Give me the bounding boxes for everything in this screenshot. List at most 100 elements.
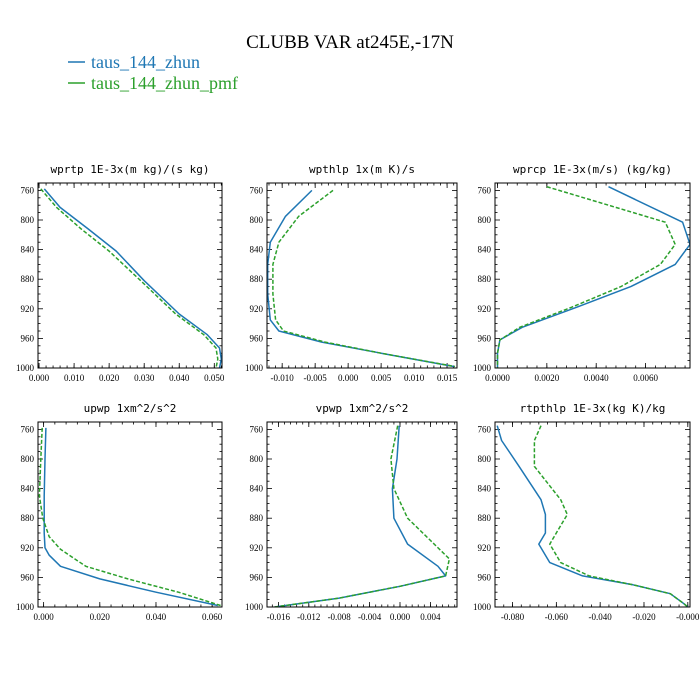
x-tick-label: 0.060: [202, 612, 223, 622]
y-tick-label: 960: [21, 572, 35, 582]
legend-label-2: taus_144_zhun_pmf: [91, 73, 238, 93]
y-tick-label: 960: [21, 333, 35, 343]
series-line-zhun-pmf: [496, 185, 676, 368]
y-tick-label: 960: [478, 333, 492, 343]
y-tick-label: 920: [478, 304, 492, 314]
plot-frame: [494, 421, 691, 608]
y-tick-label: 840: [478, 484, 492, 494]
x-tick-label: 0.040: [146, 612, 167, 622]
x-tick-label: 0.000: [33, 612, 54, 622]
x-tick-label: 0.020: [99, 373, 120, 383]
series-line-zhun-pmf: [533, 425, 689, 607]
series-line-zhun: [274, 425, 447, 607]
x-tick-label: 0.0000: [485, 373, 510, 383]
series-line-zhun: [43, 188, 222, 368]
x-tick-label: -0.010: [271, 373, 295, 383]
y-tick-label: 920: [250, 304, 264, 314]
series-line-zhun: [496, 425, 689, 607]
figure-title: CLUBB VAR at245E,-17N: [246, 32, 454, 53]
x-tick-label: -0.005: [304, 373, 328, 383]
x-tick-label: 0.0040: [584, 373, 609, 383]
y-tick-label: 1000: [16, 363, 35, 373]
x-tick-label: -0.060: [545, 612, 569, 622]
x-tick-label: -0.000: [676, 612, 700, 622]
x-tick-label: -0.040: [589, 612, 613, 622]
y-tick-label: 760: [478, 424, 492, 434]
panel-4: upwp 1xm^2/s^2 760 800 840 880 920 960 10000.00…: [16, 402, 223, 622]
y-tick-label: 760: [21, 424, 35, 434]
x-tick-label: -0.016: [267, 612, 291, 622]
x-tick-label: 0.010: [64, 373, 85, 383]
panel-title: upwp 1xm^2/s^2: [84, 402, 177, 415]
panels: wprtp 1E-3x(m kg)/(s kg) 760 800 840 880 920 9…: [16, 163, 700, 622]
y-tick-label: 920: [478, 543, 492, 553]
y-tick-label: 840: [21, 245, 35, 255]
y-tick-label: 880: [478, 274, 492, 284]
x-tick-label: -0.008: [328, 612, 352, 622]
panel-1: wprtp 1E-3x(m kg)/(s kg) 760 800 840 880 920 9…: [16, 163, 225, 383]
y-tick-label: 880: [250, 274, 264, 284]
panel-title: rtpthlp 1E-3x(kg K)/kg: [520, 402, 666, 415]
x-tick-label: 0.010: [404, 373, 425, 383]
panel-title: wprtp 1E-3x(m kg)/(s kg): [51, 163, 210, 176]
y-tick-label: 800: [250, 454, 264, 464]
y-tick-label: 760: [250, 424, 264, 434]
y-tick-label: 960: [478, 572, 492, 582]
y-tick-label: 1000: [473, 602, 492, 612]
series-line-zhun: [43, 427, 218, 607]
y-tick-label: 920: [250, 543, 264, 553]
x-tick-label: 0.000: [29, 373, 50, 383]
y-tick-label: 1000: [16, 602, 35, 612]
panel-title: vpwp 1xm^2/s^2: [316, 402, 409, 415]
series-line-zhun: [267, 189, 454, 368]
panel-2: wpthlp 1x(m K)/s 760 800 840 880 920 960 1000 -0…: [245, 163, 458, 383]
series-line-zhun-pmf: [40, 188, 219, 368]
x-tick-label: 0.020: [90, 612, 111, 622]
plot-frame: [494, 182, 691, 369]
y-tick-label: 1000: [245, 363, 264, 373]
y-tick-label: 960: [250, 333, 264, 343]
y-tick-label: 840: [478, 245, 492, 255]
x-tick-label: -0.020: [632, 612, 656, 622]
x-tick-label: 0.050: [204, 373, 225, 383]
legend-label-1: taus_144_zhun: [91, 52, 200, 72]
x-tick-label: 0.004: [420, 612, 441, 622]
plot-frame: [266, 182, 458, 369]
panel-title: wpthlp 1x(m K)/s: [309, 163, 415, 176]
y-tick-label: 760: [478, 185, 492, 195]
panel-title: wprcp 1E-3x(m/s) (kg/kg): [513, 163, 672, 176]
plot-frame: [37, 421, 223, 608]
y-tick-label: 840: [250, 245, 264, 255]
x-tick-label: 0.000: [338, 373, 359, 383]
panel-3: wprcp 1E-3x(m/s) (kg/kg) 760 800 840 880 920 9…: [473, 163, 691, 383]
x-tick-label: -0.012: [297, 612, 320, 622]
plot-frame: [266, 421, 458, 608]
x-tick-label: 0.030: [134, 373, 155, 383]
y-tick-label: 800: [21, 454, 35, 464]
y-tick-label: 760: [250, 185, 264, 195]
series-line-zhun-pmf: [272, 189, 456, 368]
series-line-zhun-pmf: [38, 427, 221, 607]
y-tick-label: 800: [250, 215, 264, 225]
x-tick-label: -0.080: [501, 612, 525, 622]
x-tick-label: 0.005: [371, 373, 392, 383]
x-tick-label: 0.040: [169, 373, 190, 383]
panel-5: vpwp 1xm^2/s^27608008408809209601000-0.0…: [245, 402, 458, 622]
y-tick-label: 1000: [245, 602, 264, 612]
y-tick-label: 1000: [473, 363, 492, 373]
y-tick-label: 920: [21, 543, 35, 553]
y-tick-label: 800: [478, 454, 492, 464]
y-tick-label: 800: [478, 215, 492, 225]
plot-frame: [37, 182, 223, 369]
panel-6: rtpthlp 1E-3x(kg K)/kg 760 800 840 880 920 960…: [473, 402, 700, 622]
y-tick-label: 880: [478, 513, 492, 523]
series-line-zhun: [496, 186, 690, 368]
series-line-zhun-pmf: [274, 425, 451, 607]
y-tick-label: 840: [21, 484, 35, 494]
x-tick-label: 0.0020: [534, 373, 559, 383]
y-tick-label: 880: [21, 513, 35, 523]
x-tick-label: 0.000: [390, 612, 411, 622]
y-tick-label: 800: [21, 215, 35, 225]
x-tick-label: 0.015: [437, 373, 458, 383]
